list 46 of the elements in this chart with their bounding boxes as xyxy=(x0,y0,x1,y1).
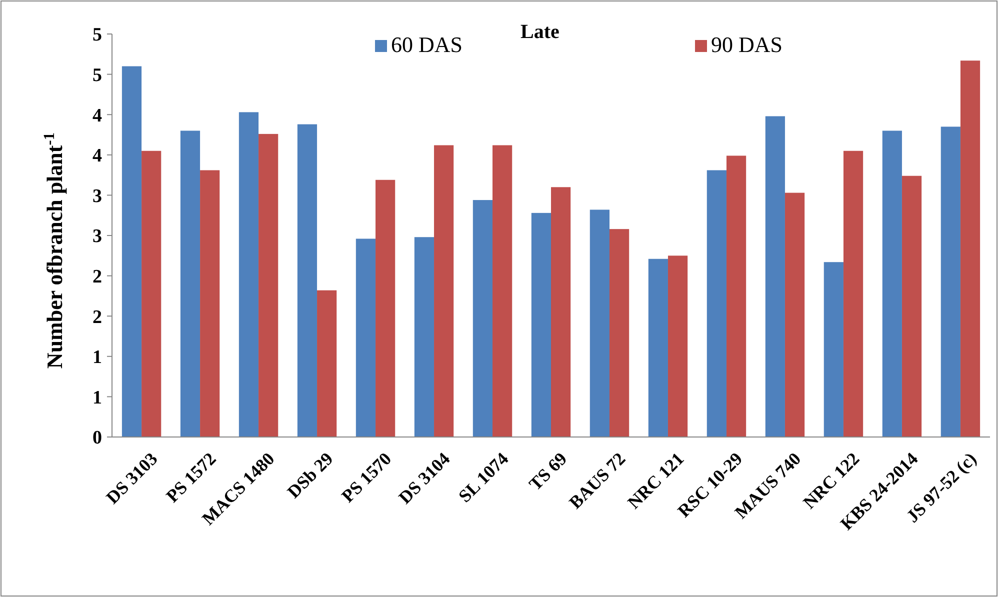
y-tick-label: 4 xyxy=(92,146,102,167)
bar xyxy=(726,156,746,437)
bar xyxy=(531,212,551,437)
bar xyxy=(142,150,162,437)
legend-label: 90 DAS xyxy=(711,32,783,57)
bar xyxy=(472,200,493,437)
y-tick-label: 5 xyxy=(92,64,102,86)
bar xyxy=(297,124,318,437)
bar xyxy=(882,130,902,437)
x-tick-label: TS 69 xyxy=(525,448,571,494)
bar xyxy=(258,134,278,437)
bar xyxy=(765,116,785,437)
chart-title: Late xyxy=(520,21,560,43)
bar xyxy=(180,130,200,437)
y-tick-label: 1 xyxy=(92,387,102,408)
y-tick-label: 4 xyxy=(92,105,102,126)
bar xyxy=(706,170,726,437)
bar xyxy=(317,290,337,437)
bar xyxy=(648,258,668,437)
x-tick-label: DSb 29 xyxy=(283,448,337,502)
legend-label: 60 DAS xyxy=(391,32,463,57)
bar xyxy=(200,170,220,437)
bar xyxy=(551,187,571,437)
bar xyxy=(376,180,396,437)
bar xyxy=(492,145,512,437)
bar xyxy=(590,210,610,437)
bar xyxy=(609,229,630,437)
y-tick-label: 2 xyxy=(92,266,102,288)
bar xyxy=(824,262,844,437)
bar xyxy=(784,192,805,437)
y-tick-label: 2 xyxy=(92,306,102,328)
bar xyxy=(960,60,980,437)
y-tick-label: 3 xyxy=(92,186,102,207)
bar xyxy=(668,256,688,437)
y-tick-label: 3 xyxy=(92,226,102,248)
bar xyxy=(434,145,454,437)
bar xyxy=(414,237,434,437)
y-tick-label: 1 xyxy=(92,347,102,368)
bar xyxy=(238,112,259,437)
bar xyxy=(902,176,922,437)
bar xyxy=(356,238,376,437)
bar xyxy=(940,126,960,437)
bar xyxy=(843,150,864,437)
y-tick-label: 5 xyxy=(92,24,102,46)
bar xyxy=(122,66,142,437)
y-tick-label: 0 xyxy=(92,428,102,449)
